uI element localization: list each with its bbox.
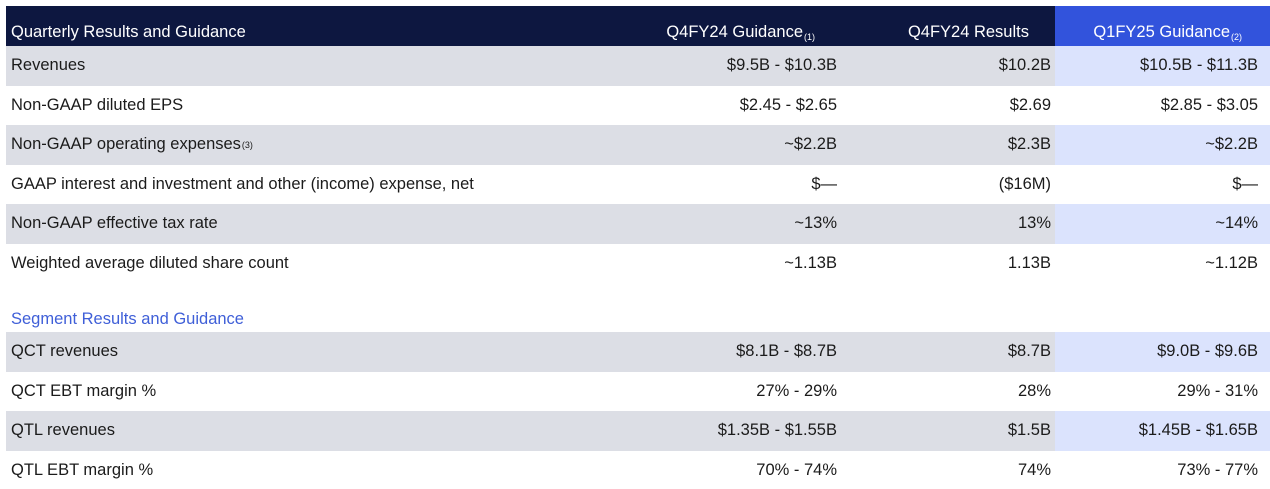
guidance-cell: $9.5B - $10.3B [648,46,841,86]
col-q4fy24-guidance: Q4FY24 Guidance (1) [666,23,815,42]
results-cell: $2.3B [841,125,1055,165]
guidance-cell: ~1.13B [784,253,837,272]
results-cell: 74% [1017,460,1051,479]
table-row: QCT EBT margin % 27% - 29% 28% 29% - 31% [6,371,1270,411]
guidance-cell: $2.45 - $2.65 [739,95,837,114]
table-row: GAAP interest and investment and other (… [6,164,1270,204]
next-guidance-cell: $10.5B - $11.3B [1055,46,1270,86]
results-cell: $2.69 [1009,95,1051,114]
results-table: Quarterly Results and Guidance Q4FY24 Gu… [6,6,1270,489]
row-label: Weighted average diluted share count [11,253,289,272]
guidance-cell: ~$2.2B [648,125,841,165]
row-label: GAAP interest and investment and other (… [11,174,474,193]
table-row: Revenues $9.5B - $10.3B $10.2B $10.5B - … [6,46,1270,86]
table-row: QCT revenues $8.1B - $8.7B $8.7B $9.0B -… [6,332,1270,372]
next-guidance-cell: ~14% [1055,204,1270,244]
row-label: QCT revenues [6,332,648,372]
next-guidance-cell: $— [1232,174,1258,193]
table-row: Weighted average diluted share count ~1.… [6,243,1270,283]
row-label: QCT EBT margin % [11,381,157,400]
footnote-3: (3) [241,139,253,150]
results-cell: $10.2B [841,46,1055,86]
results-cell: ($16M) [998,174,1051,193]
table-row: Non-GAAP effective tax rate ~13% 13% ~14… [6,204,1270,244]
next-guidance-cell: ~1.12B [1205,253,1258,272]
next-guidance-cell: $9.0B - $9.6B [1055,332,1270,372]
results-cell: 13% [841,204,1055,244]
col-q1fy25-guidance: Q1FY25 Guidance (2) [1055,6,1270,46]
table-title: Quarterly Results and Guidance [11,23,246,41]
table-row: QTL EBT margin % 70% - 74% 74% 73% - 77% [6,450,1270,489]
segment-section-title: Segment Results and Guidance [11,310,244,328]
row-label: Non-GAAP diluted EPS [11,95,184,114]
results-cell: 28% [1017,381,1051,400]
row-label: Non-GAAP effective tax rate [6,204,648,244]
footnote-1: (1) [804,32,815,42]
col-q4fy24-results: Q4FY24 Results [907,23,1029,41]
results-cell: 1.13B [1007,253,1051,272]
guidance-cell: ~13% [648,204,841,244]
results-cell: $1.5B [841,411,1055,451]
table-row: Non-GAAP operating expenses (3) ~$2.2B $2… [6,125,1270,165]
guidance-cell: $1.35B - $1.55B [648,411,841,451]
guidance-cell: 27% - 29% [756,381,837,400]
next-guidance-cell: ~$2.2B [1055,125,1270,165]
next-guidance-cell: $1.45B - $1.65B [1055,411,1270,451]
row-label: QTL EBT margin % [11,460,154,479]
next-guidance-cell: 73% - 77% [1177,460,1258,479]
row-label: Revenues [6,46,648,86]
row-label: QTL revenues [6,411,648,451]
table-row: Non-GAAP diluted EPS $2.45 - $2.65 $2.69… [6,85,1270,125]
footnote-2: (2) [1231,32,1242,42]
next-guidance-cell: 29% - 31% [1177,381,1258,400]
results-cell: $8.7B [841,332,1055,372]
table-row: QTL revenues $1.35B - $1.55B $1.5B $1.45… [6,411,1270,451]
table-header: Quarterly Results and Guidance Q4FY24 Gu… [6,6,1270,46]
row-label: Non-GAAP operating expenses (3) [6,125,648,165]
guidance-cell: $8.1B - $8.7B [648,332,841,372]
guidance-cell: $— [811,174,837,193]
next-guidance-cell: $2.85 - $3.05 [1160,95,1258,114]
guidance-cell: 70% - 74% [756,460,837,479]
